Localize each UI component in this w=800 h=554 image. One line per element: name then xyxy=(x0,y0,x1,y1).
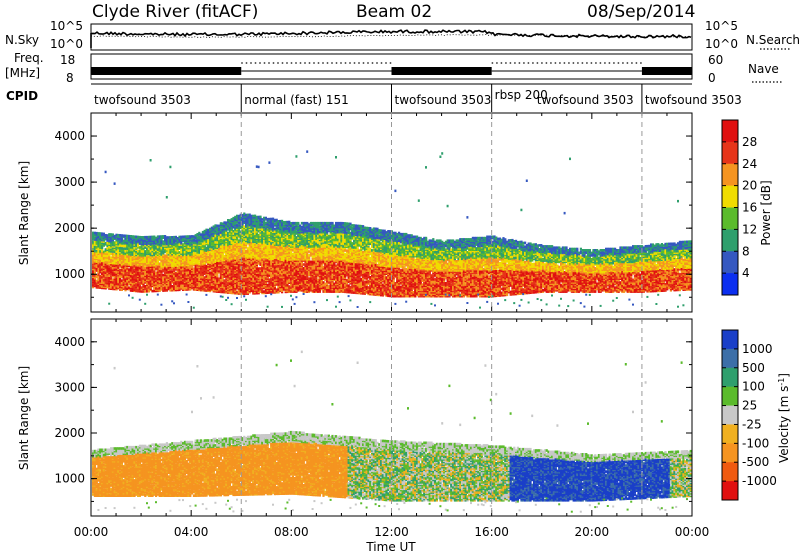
data-cell xyxy=(245,299,247,301)
data-cell xyxy=(220,295,222,297)
data-cell xyxy=(187,301,189,303)
data-cell xyxy=(108,303,110,305)
radar-figure: Clyde River (fitACF) Beam 02 08/Sep/2014… xyxy=(0,0,800,554)
nave-label: Nave xyxy=(748,62,779,76)
data-cell xyxy=(270,293,272,295)
data-cell xyxy=(160,304,162,306)
data-cell xyxy=(231,303,233,305)
data-cell xyxy=(144,303,146,305)
data-cell xyxy=(225,299,227,301)
station-title: Clyde River (fitACF) xyxy=(92,2,258,22)
data-cell xyxy=(169,166,171,169)
freq-block xyxy=(91,67,241,75)
freq-label-2: [MHz] xyxy=(5,66,40,80)
freq-blocks xyxy=(91,63,692,75)
data-cell xyxy=(267,306,269,308)
data-cell xyxy=(146,294,148,296)
data-cell xyxy=(186,294,188,296)
data-cell xyxy=(281,306,283,308)
noise-right-tick-bottom: 10^0 xyxy=(705,37,738,51)
date-label: 08/Sep/2014 xyxy=(587,2,695,22)
noise-panel-frame xyxy=(91,24,692,50)
data-cell xyxy=(150,159,152,162)
data-cell xyxy=(259,216,261,219)
cpid-segment-label: twofsound 3503 xyxy=(395,93,492,107)
data-cell xyxy=(258,166,260,169)
cpid-segment-label: twofsound 3503 xyxy=(645,93,742,107)
freq-label-1: Freq. xyxy=(14,51,44,65)
data-cell xyxy=(132,297,134,299)
data-cell xyxy=(256,165,258,168)
data-cell xyxy=(268,161,270,164)
data-cell xyxy=(236,297,238,299)
data-cell xyxy=(216,274,218,277)
cpid-segment-label: normal (fast) 151 xyxy=(244,93,348,107)
data-cell xyxy=(173,302,175,304)
noise-panel: N.Sky 10^5 10^0 10^5 10^0 N.Search xyxy=(5,19,800,51)
cpid-label: CPID xyxy=(6,89,38,103)
data-cell xyxy=(292,298,294,300)
cpid-overlap-label: twofsound 3503 xyxy=(537,93,634,107)
freq-block xyxy=(642,67,692,75)
noise-trace xyxy=(91,30,691,48)
data-cell xyxy=(157,294,159,296)
data-cell xyxy=(290,295,292,297)
cpid-row: twofsound 3503 normal (fast) 151 twofsound… xyxy=(91,84,742,112)
data-cell xyxy=(222,296,224,298)
data-cell xyxy=(205,294,207,296)
beam-label: Beam 02 xyxy=(356,2,432,22)
noise-left-tick-bottom: 10^0 xyxy=(50,37,83,51)
freq-panel-frame xyxy=(91,54,692,79)
data-cell xyxy=(128,294,130,296)
freq-tick-bottom: 8 xyxy=(66,71,74,85)
data-cell xyxy=(105,171,107,174)
nave-tick-top: 60 xyxy=(708,53,723,67)
data-cell xyxy=(139,299,141,301)
cpid-segment-label: twofsound 3503 xyxy=(94,93,191,107)
noise-left-tick-top: 10^5 xyxy=(50,19,83,33)
data-cell xyxy=(227,297,229,299)
noise-right-tick-top: 10^5 xyxy=(705,19,738,33)
data-cell xyxy=(193,307,195,309)
data-cell xyxy=(166,196,168,199)
data-cell xyxy=(243,295,245,297)
noise-left-label: N.Sky xyxy=(5,33,39,47)
data-cell xyxy=(171,300,173,302)
freq-block xyxy=(392,67,492,75)
data-cell xyxy=(265,295,267,297)
nave-tick-bottom: 0 xyxy=(708,71,716,85)
freq-tick-top: 18 xyxy=(60,53,75,67)
data-cell xyxy=(114,182,116,185)
noise-right-label: N.Search xyxy=(746,33,800,47)
freq-panel: Freq. [MHz] 18 8 60 0 Nave xyxy=(5,51,782,85)
